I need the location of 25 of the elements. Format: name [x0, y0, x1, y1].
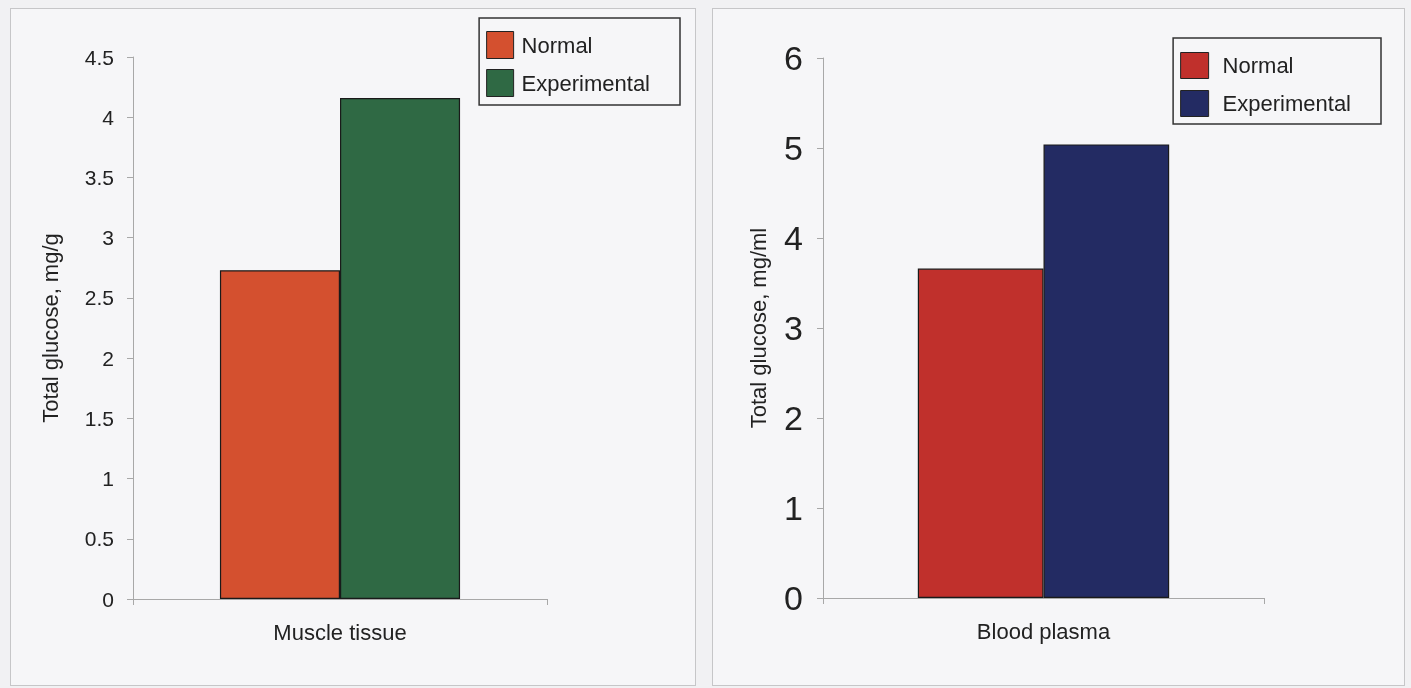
y-axis-title: Total glucose, mg/ml: [745, 227, 771, 429]
y-tick-label: 4: [784, 219, 803, 257]
x-tick-label: Muscle tissue: [273, 619, 407, 645]
y-tick-label: 4.5: [84, 45, 114, 69]
y-axis-title: Total glucose, mg/g: [37, 233, 63, 423]
y-tick-label: 4: [102, 105, 115, 129]
legend-label: Experimental: [1222, 91, 1351, 116]
legend-label: Normal: [521, 32, 593, 58]
y-tick-label: 2.5: [84, 286, 114, 310]
y-tick-label: 3: [102, 226, 114, 250]
y-tick-label: 0: [784, 579, 803, 617]
y-tick-label: 3: [784, 309, 803, 347]
y-tick-label: 0: [102, 587, 114, 611]
y-tick-label: 5: [784, 129, 803, 167]
y-tick-label: 3.5: [84, 165, 114, 189]
legend-label: Experimental: [521, 70, 650, 96]
legend-label: Normal: [1222, 53, 1294, 78]
y-tick-label: 0.5: [84, 527, 114, 551]
y-tick-label: 2: [102, 346, 114, 370]
y-tick-label: 2: [784, 399, 803, 437]
y-tick-label: 1.5: [84, 406, 114, 430]
y-tick-label: 6: [784, 39, 803, 77]
x-tick-label: Blood plasma: [976, 618, 1111, 644]
y-tick-label: 1: [784, 489, 803, 527]
y-tick-label: 1: [102, 467, 114, 491]
